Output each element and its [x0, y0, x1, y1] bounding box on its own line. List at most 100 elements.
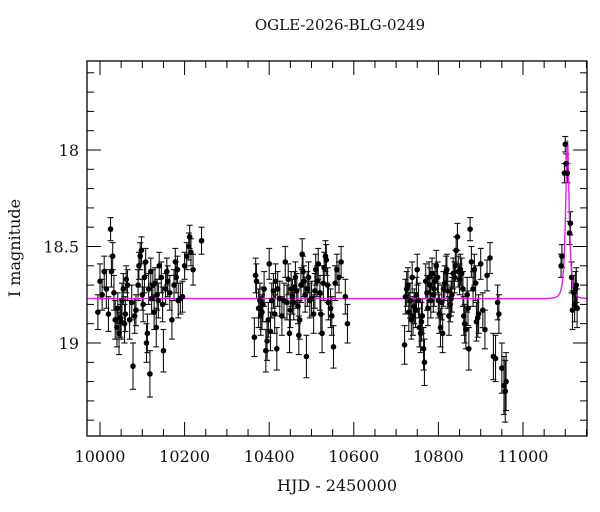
data-point: [330, 344, 337, 350]
data-point: [164, 278, 171, 285]
data-point: [285, 276, 292, 283]
data-point: [154, 291, 160, 298]
data-point: [308, 295, 315, 302]
data-point: [143, 340, 150, 346]
data-point: [108, 268, 115, 275]
data-point: [460, 313, 467, 319]
data-point: [425, 305, 431, 312]
data-point: [499, 365, 505, 371]
data-point: [95, 309, 101, 315]
y-tick-label: 18: [59, 141, 79, 160]
data-point: [183, 253, 190, 259]
data-point: [172, 259, 179, 265]
data-point: [338, 259, 344, 265]
data-point: [430, 291, 437, 298]
data-point: [503, 378, 509, 385]
data-point: [109, 253, 116, 259]
data-point: [562, 141, 569, 148]
data-point: [456, 276, 463, 283]
data-point: [467, 226, 473, 232]
data-point: [464, 291, 470, 298]
x-tick-label: 10800: [413, 447, 464, 466]
data-point: [141, 274, 148, 281]
data-point: [320, 280, 327, 286]
data-point: [327, 305, 334, 312]
data-point: [130, 363, 136, 369]
data-point: [405, 282, 411, 288]
data-point: [401, 342, 408, 348]
data-point: [567, 220, 574, 227]
data-point: [268, 297, 275, 304]
data-point: [410, 313, 416, 319]
data-point: [321, 264, 327, 271]
data-point: [131, 313, 138, 319]
data-point: [198, 237, 205, 244]
data-point: [171, 282, 177, 288]
data-point: [259, 309, 265, 315]
data-point: [264, 338, 270, 344]
data-point: [312, 288, 318, 294]
data-point: [296, 317, 303, 323]
data-point: [151, 309, 157, 315]
data-point: [147, 371, 153, 377]
data-point: [441, 280, 448, 286]
x-tick-label: 10200: [159, 447, 210, 466]
x-tick-label: 10600: [328, 447, 379, 466]
data-point: [446, 313, 452, 319]
data-point: [303, 353, 310, 360]
data-point: [138, 247, 145, 254]
data-point: [480, 307, 486, 313]
data-point: [276, 295, 283, 302]
data-point: [155, 297, 162, 304]
data-point: [342, 293, 349, 300]
data-point: [419, 313, 426, 319]
y-axis-ticks: [87, 72, 587, 421]
data-point: [324, 282, 331, 288]
data-point: [103, 286, 110, 292]
data-point: [292, 274, 299, 281]
data-point: [282, 259, 289, 265]
data-point: [99, 291, 105, 298]
data-point: [472, 280, 479, 286]
data-point: [261, 286, 267, 292]
data-point: [323, 257, 330, 263]
data-point: [145, 286, 152, 292]
data-point: [444, 266, 450, 273]
data-point: [427, 282, 433, 288]
data-point: [279, 313, 285, 319]
data-point: [289, 293, 296, 300]
data-point: [315, 261, 322, 267]
data-point: [97, 278, 103, 285]
data-point: [477, 261, 484, 267]
data-point: [438, 299, 445, 306]
data-point: [568, 274, 575, 281]
data-point: [287, 307, 294, 313]
data-point: [417, 330, 424, 337]
data-point: [186, 234, 193, 240]
data-point: [463, 326, 469, 333]
data-point: [317, 290, 323, 296]
data-point: [431, 286, 437, 292]
data-point: [405, 309, 412, 315]
data-point: [475, 311, 482, 317]
model-curve: [87, 140, 587, 300]
data-point: [487, 255, 493, 261]
data-point: [293, 288, 300, 294]
data-point: [263, 347, 269, 354]
data-point: [126, 317, 133, 323]
data-point: [452, 263, 459, 269]
data-point: [300, 268, 306, 275]
data-point: [274, 345, 280, 352]
data-point: [310, 311, 317, 317]
x-tick-label: 11000: [498, 447, 549, 466]
data-point: [470, 286, 476, 292]
data-point: [312, 266, 319, 273]
data-point: [433, 263, 440, 269]
data-point: [422, 278, 429, 285]
data-point: [181, 263, 188, 269]
data-point: [314, 278, 320, 285]
data-point: [302, 291, 308, 298]
data-point: [119, 297, 125, 304]
data-point: [158, 274, 165, 281]
